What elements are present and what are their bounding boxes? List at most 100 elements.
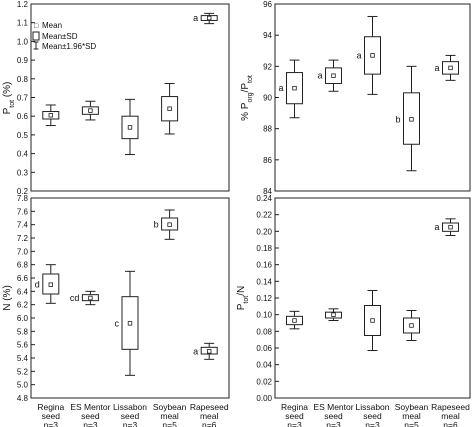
- legend-whisker-label: Mean±1.96*SD: [42, 42, 96, 51]
- x-tick-label: seed: [81, 411, 100, 421]
- y-tick-label: 94: [263, 31, 272, 40]
- group-letter: b: [154, 220, 159, 230]
- legend: □ Mean Mean±SD Mean±1.96*SD: [32, 21, 96, 51]
- box-group: [364, 290, 381, 351]
- mean-point: [448, 224, 453, 230]
- group-letter: c: [115, 318, 120, 328]
- y-tick-label: 96: [263, 0, 272, 9]
- group-letter: a: [434, 63, 439, 73]
- x-tick-label: meal: [160, 411, 179, 421]
- y-tick-label: 0.12: [256, 294, 272, 303]
- mean-point: [292, 318, 297, 323]
- box-group: b: [395, 65, 420, 172]
- box-group: a: [278, 59, 303, 119]
- y-tick-label: 0.10: [256, 311, 272, 320]
- boxes-n: d cd c b a: [35, 209, 218, 376]
- y-tick-label: 0.24: [256, 194, 272, 203]
- box-group: [121, 98, 139, 156]
- mean-point: [370, 53, 375, 58]
- y-tick-label: 6.4: [17, 287, 29, 296]
- legend-mean-label: Mean: [42, 21, 62, 30]
- x-tick-label: Rapeseed: [190, 402, 229, 412]
- y-tick-label: 0.5: [17, 131, 29, 140]
- y-tick-label: 0.08: [256, 327, 272, 336]
- y-tick-label: 7.8: [17, 194, 29, 203]
- y-tick-label: 0.3: [17, 168, 29, 177]
- box-group: a: [317, 59, 342, 92]
- x-tick-label: ES Mentor: [313, 402, 353, 412]
- x-tick-label: meal: [441, 411, 460, 421]
- mean-point: [127, 321, 133, 326]
- mean-point: [88, 108, 93, 113]
- mean-point: [206, 349, 212, 354]
- group-letter: a: [193, 13, 198, 23]
- y-axis-label-ptot: Ptot (%): [2, 82, 16, 115]
- box-group: [81, 100, 99, 121]
- plot-frame-n: [30, 197, 230, 399]
- mean-point: [167, 106, 172, 111]
- y-axis-label-porg: % Porg/Ptot: [240, 75, 254, 121]
- y-tick-label: 0.22: [256, 211, 272, 220]
- box-group: c: [115, 270, 139, 376]
- y-tick-label: 1.1: [17, 19, 29, 28]
- x-tick-label: n=3: [44, 420, 59, 427]
- y-tick-label: 7.2: [17, 234, 29, 243]
- y-tick-label: 0.9: [17, 56, 29, 65]
- panel-n: 4.8 5.0 5.2 5.4 5.6 5.8 6.0 6.2 6.4 6.6 6.8 7.0 7.2 7…: [2, 194, 230, 403]
- y-tick-label: 0.8: [17, 75, 29, 84]
- box-group: b: [154, 209, 179, 240]
- y-tick-label: 0.02: [256, 377, 272, 386]
- mean-point: [167, 222, 172, 227]
- mean-point: [370, 318, 375, 323]
- mean-point: [331, 73, 336, 78]
- y-tick-label: 0.7: [17, 94, 29, 103]
- box-group: [403, 310, 420, 341]
- boxes-ptot: a: [42, 12, 218, 156]
- y-tick-label: 1.2: [17, 0, 29, 9]
- group-letter: d: [35, 280, 40, 290]
- y-tick-label: 5.0: [17, 381, 29, 390]
- legend-box-label: Mean±SD: [42, 32, 78, 41]
- group-letter: a: [278, 83, 283, 93]
- y-axis-ptot: 0.2 0.3 0.4 0.5 0.6 0.7 0.8 0.9 1.0 1.1 1.2: [17, 0, 35, 196]
- x-tick-label: Soybean: [395, 402, 429, 412]
- x-tick-label: n=3: [326, 420, 341, 427]
- legend-box-icon: [32, 31, 40, 41]
- group-letter: a: [317, 71, 322, 81]
- box-group: [286, 310, 303, 330]
- mean-point: [292, 85, 297, 91]
- y-tick-label: 0.06: [256, 344, 272, 353]
- y-tick-label: 92: [263, 62, 272, 71]
- boxes-porg: a a a b a: [278, 15, 459, 172]
- box-group: [42, 104, 60, 127]
- x-tick-label: n=3: [83, 420, 98, 427]
- y-tick-label: 6.0: [17, 314, 29, 323]
- x-tick-label: Regina: [281, 402, 308, 412]
- box-group: a: [193, 342, 218, 360]
- x-tick-label: n=5: [404, 420, 419, 427]
- y-axis-label-ptot-n: Ptot/N: [236, 286, 250, 310]
- x-tick-label: Soybean: [153, 402, 187, 412]
- boxes-ptot-n: a: [286, 218, 459, 351]
- mean-point: [409, 323, 414, 328]
- x-tick-label: seed: [285, 411, 304, 421]
- x-tick-label: n=3: [287, 420, 302, 427]
- x-tick-label: n=3: [123, 420, 138, 427]
- panel-ptot: 0.2 0.3 0.4 0.5 0.6 0.7 0.8 0.9 1.0 1.1 1.2 a Ptot…: [2, 0, 230, 196]
- x-tick-label: meal: [402, 411, 421, 421]
- x-tick-label: seed: [363, 411, 382, 421]
- y-axis-porg: 84 86 88 90 92 94 96: [263, 0, 279, 196]
- panel-ptot-n: 0.00 0.02 0.04 0.06 0.08 0.10 0.12 0.14 0.16 0.18…: [236, 194, 471, 403]
- y-tick-label: 0.20: [256, 227, 272, 236]
- y-tick-label: 0.4: [17, 150, 29, 159]
- y-tick-label: 5.4: [17, 354, 29, 363]
- x-tick-label: meal: [200, 411, 219, 421]
- y-tick-label: 1.0: [17, 37, 29, 46]
- box-group: [325, 308, 342, 321]
- y-tick-label: 0.6: [17, 112, 29, 121]
- y-axis-label-n: N (%): [2, 285, 13, 311]
- box-group: a: [356, 15, 381, 95]
